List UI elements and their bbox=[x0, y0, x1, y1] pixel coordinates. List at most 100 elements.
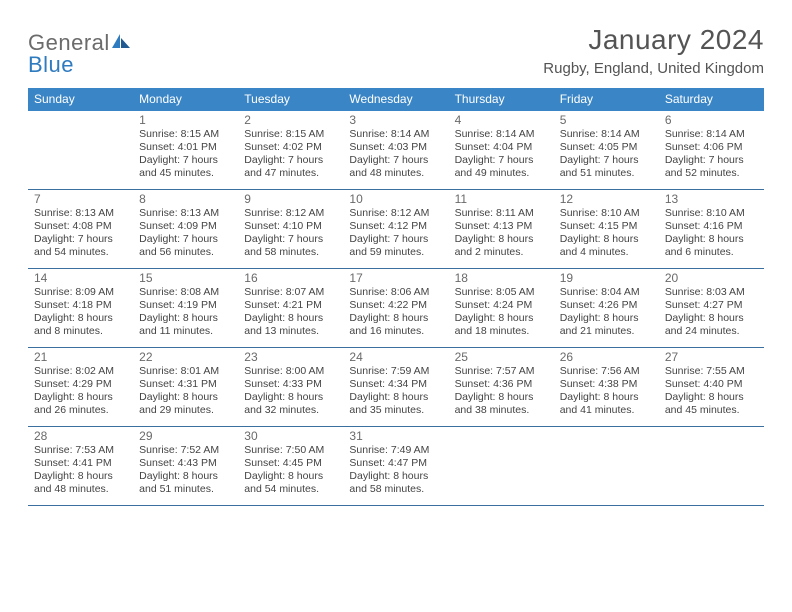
day-number: 12 bbox=[560, 192, 655, 206]
day-line: Sunrise: 7:57 AM bbox=[455, 365, 550, 378]
day-line: Sunrise: 8:14 AM bbox=[455, 128, 550, 141]
day-line: Sunset: 4:16 PM bbox=[665, 220, 760, 233]
day-line: and 52 minutes. bbox=[665, 167, 760, 180]
day-body: Sunrise: 8:04 AMSunset: 4:26 PMDaylight:… bbox=[560, 286, 655, 339]
day-number: 31 bbox=[349, 429, 444, 443]
day-line: and 26 minutes. bbox=[34, 404, 129, 417]
day-cell: 8Sunrise: 8:13 AMSunset: 4:09 PMDaylight… bbox=[133, 190, 238, 268]
day-line: Sunset: 4:05 PM bbox=[560, 141, 655, 154]
day-line: Sunset: 4:13 PM bbox=[455, 220, 550, 233]
day-body: Sunrise: 8:08 AMSunset: 4:19 PMDaylight:… bbox=[139, 286, 234, 339]
day-cell: 23Sunrise: 8:00 AMSunset: 4:33 PMDayligh… bbox=[238, 348, 343, 426]
day-cell: 9Sunrise: 8:12 AMSunset: 4:10 PMDaylight… bbox=[238, 190, 343, 268]
day-line: Sunrise: 8:12 AM bbox=[244, 207, 339, 220]
day-line: Daylight: 8 hours bbox=[244, 470, 339, 483]
day-line: Sunrise: 7:53 AM bbox=[34, 444, 129, 457]
day-body: Sunrise: 8:13 AMSunset: 4:09 PMDaylight:… bbox=[139, 207, 234, 260]
day-line: and 38 minutes. bbox=[455, 404, 550, 417]
day-cell: 2Sunrise: 8:15 AMSunset: 4:02 PMDaylight… bbox=[238, 111, 343, 189]
day-number: 1 bbox=[139, 113, 234, 127]
day-line: and 51 minutes. bbox=[560, 167, 655, 180]
day-number: 24 bbox=[349, 350, 444, 364]
day-line: Sunset: 4:06 PM bbox=[665, 141, 760, 154]
day-body: Sunrise: 8:12 AMSunset: 4:12 PMDaylight:… bbox=[349, 207, 444, 260]
week-row: 7Sunrise: 8:13 AMSunset: 4:08 PMDaylight… bbox=[28, 190, 764, 269]
day-number: 10 bbox=[349, 192, 444, 206]
day-number: 29 bbox=[139, 429, 234, 443]
day-line: Daylight: 8 hours bbox=[244, 312, 339, 325]
day-cell: 17Sunrise: 8:06 AMSunset: 4:22 PMDayligh… bbox=[343, 269, 448, 347]
day-line: Daylight: 7 hours bbox=[560, 154, 655, 167]
day-line: Daylight: 7 hours bbox=[139, 233, 234, 246]
day-line: Sunrise: 7:55 AM bbox=[665, 365, 760, 378]
day-line: Sunset: 4:41 PM bbox=[34, 457, 129, 470]
day-line: and 58 minutes. bbox=[244, 246, 339, 259]
dow-cell: Tuesday bbox=[238, 88, 343, 111]
day-line: Daylight: 7 hours bbox=[34, 233, 129, 246]
day-line: Sunset: 4:18 PM bbox=[34, 299, 129, 312]
day-cell: 7Sunrise: 8:13 AMSunset: 4:08 PMDaylight… bbox=[28, 190, 133, 268]
day-line: Sunrise: 8:02 AM bbox=[34, 365, 129, 378]
day-number: 8 bbox=[139, 192, 234, 206]
week-row: 21Sunrise: 8:02 AMSunset: 4:29 PMDayligh… bbox=[28, 348, 764, 427]
day-cell: 19Sunrise: 8:04 AMSunset: 4:26 PMDayligh… bbox=[554, 269, 659, 347]
day-line: Daylight: 8 hours bbox=[34, 470, 129, 483]
day-line: Sunset: 4:29 PM bbox=[34, 378, 129, 391]
day-line: Sunset: 4:10 PM bbox=[244, 220, 339, 233]
day-line: and 4 minutes. bbox=[560, 246, 655, 259]
day-line: and 41 minutes. bbox=[560, 404, 655, 417]
day-cell: 31Sunrise: 7:49 AMSunset: 4:47 PMDayligh… bbox=[343, 427, 448, 505]
day-line: Sunrise: 8:13 AM bbox=[139, 207, 234, 220]
day-line: Sunrise: 7:56 AM bbox=[560, 365, 655, 378]
day-body: Sunrise: 7:50 AMSunset: 4:45 PMDaylight:… bbox=[244, 444, 339, 497]
day-line: and 18 minutes. bbox=[455, 325, 550, 338]
day-cell: 26Sunrise: 7:56 AMSunset: 4:38 PMDayligh… bbox=[554, 348, 659, 426]
day-number: 27 bbox=[665, 350, 760, 364]
day-cell bbox=[659, 427, 764, 505]
day-line: and 13 minutes. bbox=[244, 325, 339, 338]
day-body: Sunrise: 8:12 AMSunset: 4:10 PMDaylight:… bbox=[244, 207, 339, 260]
day-line: and 21 minutes. bbox=[560, 325, 655, 338]
day-cell bbox=[449, 427, 554, 505]
day-line: Daylight: 8 hours bbox=[560, 391, 655, 404]
day-line: Daylight: 8 hours bbox=[139, 312, 234, 325]
day-cell: 27Sunrise: 7:55 AMSunset: 4:40 PMDayligh… bbox=[659, 348, 764, 426]
day-line: Sunrise: 8:15 AM bbox=[244, 128, 339, 141]
day-line: Sunset: 4:01 PM bbox=[139, 141, 234, 154]
day-line: Sunset: 4:45 PM bbox=[244, 457, 339, 470]
day-body: Sunrise: 8:03 AMSunset: 4:27 PMDaylight:… bbox=[665, 286, 760, 339]
day-line: Daylight: 8 hours bbox=[455, 391, 550, 404]
day-body: Sunrise: 8:15 AMSunset: 4:02 PMDaylight:… bbox=[244, 128, 339, 181]
day-line: Sunrise: 8:10 AM bbox=[560, 207, 655, 220]
day-line: and 54 minutes. bbox=[34, 246, 129, 259]
dow-cell: Friday bbox=[554, 88, 659, 111]
day-number: 13 bbox=[665, 192, 760, 206]
day-line: Sunset: 4:38 PM bbox=[560, 378, 655, 391]
day-line: Daylight: 8 hours bbox=[139, 470, 234, 483]
day-number: 11 bbox=[455, 192, 550, 206]
day-line: Sunrise: 8:05 AM bbox=[455, 286, 550, 299]
day-number: 26 bbox=[560, 350, 655, 364]
day-line: Daylight: 7 hours bbox=[349, 154, 444, 167]
month-title: January 2024 bbox=[543, 24, 764, 56]
day-line: and 35 minutes. bbox=[349, 404, 444, 417]
day-number: 19 bbox=[560, 271, 655, 285]
day-line: Sunset: 4:21 PM bbox=[244, 299, 339, 312]
week-row: 14Sunrise: 8:09 AMSunset: 4:18 PMDayligh… bbox=[28, 269, 764, 348]
day-body: Sunrise: 8:01 AMSunset: 4:31 PMDaylight:… bbox=[139, 365, 234, 418]
dow-cell: Wednesday bbox=[343, 88, 448, 111]
day-number: 16 bbox=[244, 271, 339, 285]
day-line: Sunrise: 8:12 AM bbox=[349, 207, 444, 220]
day-cell: 20Sunrise: 8:03 AMSunset: 4:27 PMDayligh… bbox=[659, 269, 764, 347]
day-cell: 25Sunrise: 7:57 AMSunset: 4:36 PMDayligh… bbox=[449, 348, 554, 426]
day-body: Sunrise: 8:05 AMSunset: 4:24 PMDaylight:… bbox=[455, 286, 550, 339]
day-number: 6 bbox=[665, 113, 760, 127]
day-line: Sunset: 4:15 PM bbox=[560, 220, 655, 233]
day-body: Sunrise: 7:52 AMSunset: 4:43 PMDaylight:… bbox=[139, 444, 234, 497]
day-number: 17 bbox=[349, 271, 444, 285]
day-number: 2 bbox=[244, 113, 339, 127]
day-line: and 49 minutes. bbox=[455, 167, 550, 180]
day-line: Sunrise: 8:14 AM bbox=[665, 128, 760, 141]
day-cell: 16Sunrise: 8:07 AMSunset: 4:21 PMDayligh… bbox=[238, 269, 343, 347]
day-line: Sunrise: 7:52 AM bbox=[139, 444, 234, 457]
